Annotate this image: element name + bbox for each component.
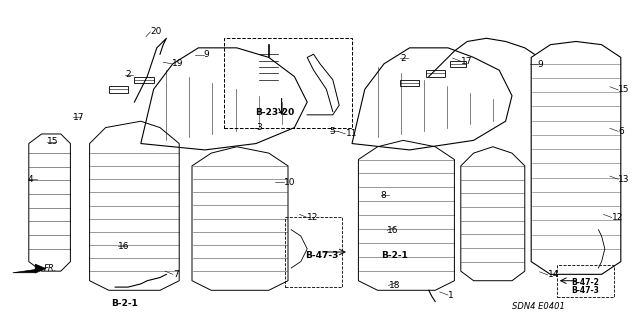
Text: 18: 18 [388, 281, 400, 290]
Bar [109, 86, 128, 93]
Text: SDN4 E0401: SDN4 E0401 [512, 302, 565, 311]
Text: B-47-2: B-47-2 [572, 278, 600, 287]
Bar [400, 80, 419, 86]
Text: 14: 14 [548, 271, 559, 279]
Text: 20: 20 [150, 27, 162, 36]
Bar [224, 38, 352, 128]
Text: 8: 8 [381, 191, 387, 200]
Text: 10: 10 [284, 178, 295, 187]
Text: 17: 17 [461, 57, 472, 66]
Bar [134, 77, 154, 83]
Bar [450, 61, 466, 67]
Text: 7: 7 [173, 270, 179, 279]
Text: 6: 6 [618, 127, 624, 136]
Text: 15: 15 [47, 137, 58, 146]
Text: 19: 19 [172, 59, 183, 68]
Text: B-23-20: B-23-20 [255, 108, 295, 117]
Text: B-47-3: B-47-3 [305, 251, 339, 260]
Text: 17: 17 [73, 113, 84, 122]
Text: 5: 5 [330, 127, 335, 136]
Text: B-2-1: B-2-1 [111, 299, 138, 308]
Text: FR.: FR. [44, 264, 57, 273]
Text: 13: 13 [618, 175, 630, 184]
Text: 16: 16 [387, 226, 399, 235]
Polygon shape [13, 264, 46, 273]
Bar [285, 217, 342, 287]
Text: 2: 2 [125, 70, 131, 79]
Text: 2: 2 [400, 54, 406, 63]
Text: 9: 9 [538, 60, 543, 69]
Text: 15: 15 [618, 85, 630, 94]
Text: B-2-1: B-2-1 [381, 251, 408, 260]
Text: 12: 12 [612, 213, 623, 222]
Bar [557, 265, 614, 297]
Text: 1: 1 [448, 291, 454, 300]
Text: 12: 12 [307, 213, 319, 222]
Text: 16: 16 [118, 242, 130, 251]
Bar [426, 70, 445, 77]
Text: 3: 3 [256, 123, 262, 132]
Text: 9: 9 [204, 50, 209, 59]
Text: 4: 4 [28, 175, 33, 184]
Text: B-47-3: B-47-3 [572, 286, 600, 295]
Text: 11: 11 [346, 130, 357, 138]
